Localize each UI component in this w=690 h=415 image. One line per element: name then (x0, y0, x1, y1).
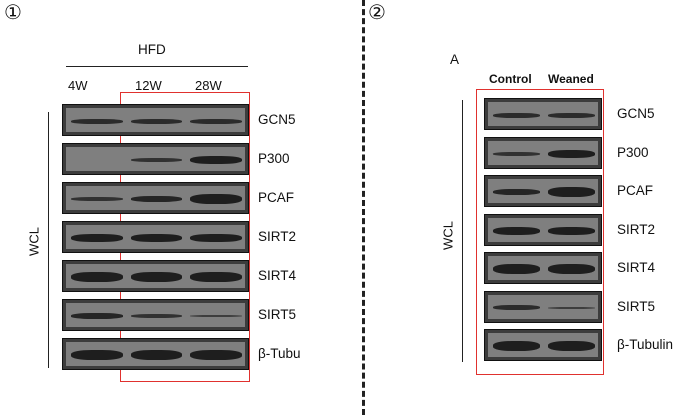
panel2-blot-gcn5 (484, 98, 602, 130)
blot-band (130, 158, 183, 162)
panel-divider (362, 0, 365, 415)
blot-band (190, 156, 242, 164)
panel1-col-3: 28W (195, 78, 222, 93)
blot-band (493, 112, 540, 118)
panel2-highlight-box (476, 89, 604, 375)
panel2-blot-sirt2 (484, 213, 602, 246)
panel2-row-label: GCN5 (617, 106, 655, 121)
panel1-row-label: SIRT2 (258, 229, 297, 244)
panel2-blot-p300 (484, 136, 602, 169)
blot-band (130, 314, 183, 318)
panel2-row-label: SIRT5 (617, 298, 656, 314)
panel2-blot-pcaf (484, 175, 602, 207)
panel1-blot-sirt2 (62, 221, 249, 253)
panel2-row-label: SIRT4 (617, 260, 656, 275)
panel2-corner-label: A (450, 52, 460, 67)
blot-band (493, 189, 540, 195)
blot-band (71, 350, 123, 360)
panel1-blot-sirt5 (62, 299, 249, 331)
panel2-row-label: PCAF (617, 183, 654, 198)
panel2-col-1: Control (489, 72, 532, 86)
panel2-blot--tubulin (484, 329, 602, 361)
blot-band (548, 264, 595, 274)
blot-band (548, 341, 595, 351)
panel1-row-label: GCN5 (258, 112, 296, 127)
panel1-marker: ① (4, 0, 22, 24)
panel1-row-label: SIRT5 (258, 307, 297, 322)
panel2-row-label: P300 (617, 144, 649, 160)
blot-band (71, 234, 123, 242)
blot-band (190, 194, 242, 204)
blot-band (190, 350, 242, 360)
panel2-row-label: β-Tubulin (617, 337, 674, 352)
panel2-marker: ② (368, 0, 386, 24)
blot-band (190, 118, 242, 124)
panel1-group-bracket (66, 66, 248, 67)
panel1-row-label: SIRT4 (258, 268, 297, 283)
blot-band (493, 341, 540, 351)
blot-band (548, 306, 595, 309)
panel1-row-label: β-Tubu (258, 346, 301, 361)
blot-band (71, 272, 123, 282)
panel1-blot-sirt4 (62, 260, 249, 292)
panel1-side-label: WCL (26, 227, 42, 256)
panel1-blot-gcn5 (62, 104, 249, 136)
panel1-blot--tubu (62, 338, 249, 370)
blot-band (493, 226, 540, 235)
panel1-blot-p300 (62, 143, 249, 175)
panel1-wcl-bracket (48, 112, 49, 368)
blot-band (130, 196, 183, 202)
blot-band (130, 272, 183, 282)
panel2-row-label: SIRT2 (617, 221, 656, 237)
panel2-col-2: Weaned (548, 72, 594, 86)
blot-band (71, 197, 123, 201)
panel1-row-label: P300 (258, 151, 290, 166)
blot-band (130, 234, 183, 242)
blot-band (548, 187, 595, 197)
blot-band (493, 305, 540, 310)
blot-band (493, 151, 540, 156)
panel2-side-label: WCL (440, 221, 456, 250)
panel1-row-label: PCAF (258, 190, 295, 205)
panel2-wcl-bracket (462, 100, 463, 362)
blot-band (190, 234, 242, 242)
blot-band (71, 313, 123, 319)
blot-band (493, 264, 540, 274)
blot-band (548, 112, 595, 118)
panel1-col-2: 12W (135, 78, 162, 93)
panel1-group-label: HFD (138, 42, 166, 57)
panel2-blot-sirt4 (484, 252, 602, 284)
blot-band (548, 226, 595, 235)
blot-band (130, 350, 183, 360)
blot-band (190, 272, 242, 282)
blot-band (130, 118, 183, 124)
panel1-col-1: 4W (68, 78, 88, 93)
panel2-blot-sirt5 (484, 290, 602, 323)
blot-band (190, 315, 242, 317)
blot-band (71, 118, 123, 124)
blot-band (548, 149, 595, 158)
panel1-blot-pcaf (62, 182, 249, 214)
